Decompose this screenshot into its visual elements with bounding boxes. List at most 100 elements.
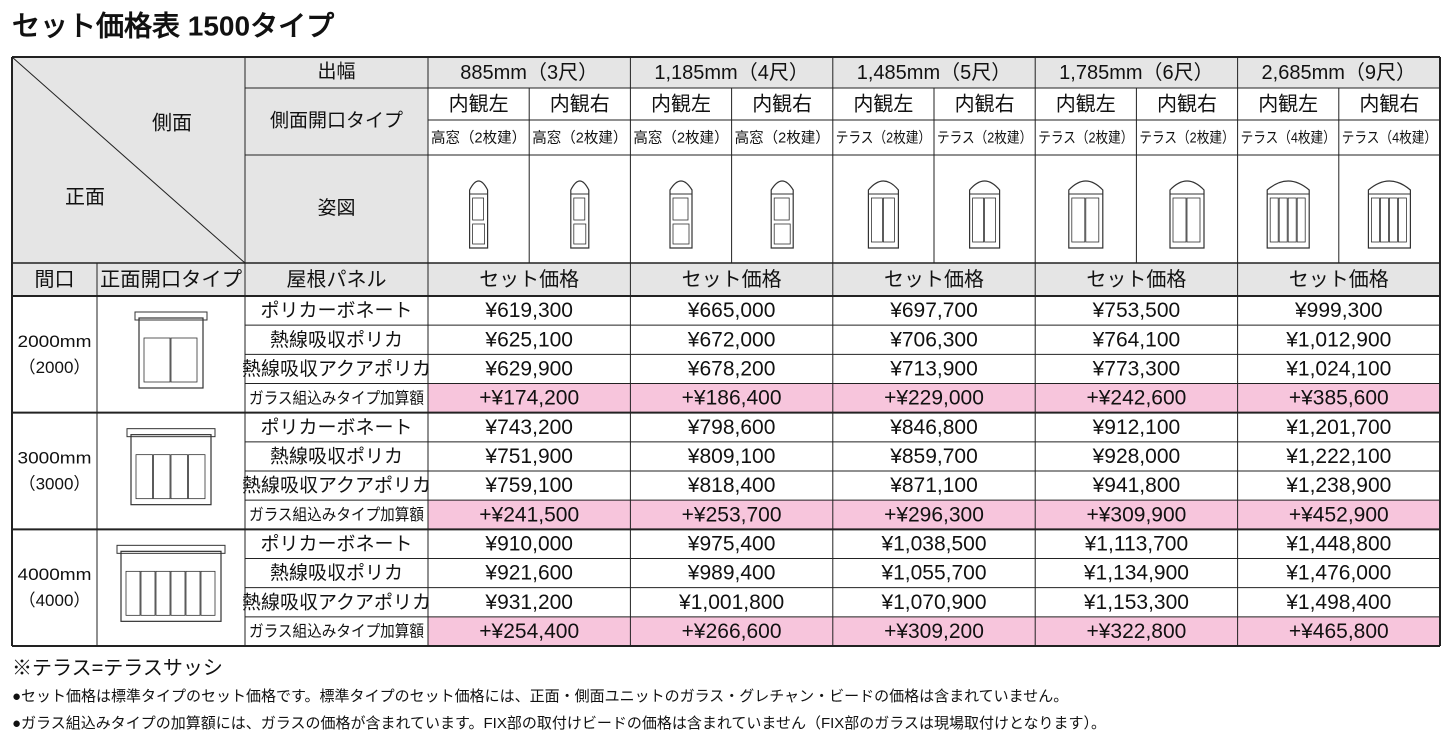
- price: ¥921,600: [484, 562, 573, 585]
- side-figure-pane: [871, 197, 883, 243]
- price-header: セット価格: [1289, 268, 1389, 291]
- side-name: 内観右: [752, 92, 812, 115]
- price-header: セット価格: [479, 268, 579, 291]
- side-figure: [1266, 180, 1310, 249]
- side-type: テラス（4枚建）: [1241, 129, 1336, 146]
- surcharge-row: [428, 383, 1440, 413]
- side-figure-pane: [1287, 197, 1297, 243]
- price: ¥764,100: [1092, 328, 1181, 351]
- side-name: 内観左: [853, 92, 913, 115]
- price: ¥1,038,500: [880, 532, 986, 555]
- price: ¥743,200: [484, 416, 573, 439]
- frontage: 4000mm: [18, 565, 92, 584]
- price: ¥928,000: [1092, 445, 1181, 468]
- front-figure-door: [140, 570, 156, 616]
- border-line: [11, 56, 246, 264]
- side-figure-pane: [1085, 197, 1100, 243]
- side-name: 内観右: [550, 92, 610, 115]
- front-figure-door: [135, 454, 153, 500]
- price: ¥975,400: [687, 532, 776, 555]
- roof-panel: 熱線吸収ポリカ: [270, 329, 403, 351]
- cell-text: 側面開口タイプ: [270, 110, 403, 132]
- price: +¥296,300: [884, 503, 984, 526]
- price: +¥266,600: [682, 620, 782, 643]
- side-figure: [570, 180, 590, 249]
- price: ¥706,300: [889, 328, 978, 351]
- width-header-cell: [428, 57, 1440, 88]
- price: ¥1,201,700: [1285, 416, 1391, 439]
- side-type: テラス（2枚建）: [1038, 129, 1133, 146]
- side-figure-pane: [1278, 197, 1288, 243]
- corner-front-label: 正面: [65, 186, 105, 208]
- side-figure-pane: [773, 197, 790, 221]
- width-label: 1,485mm（5尺）: [857, 61, 1012, 84]
- side-type: テラス（2枚建）: [937, 129, 1032, 146]
- side-figure-pane: [972, 197, 984, 243]
- side-figure-panel: [672, 223, 690, 245]
- roof-panel: ポリカーボネート: [260, 533, 412, 555]
- note: ●セット価格は標準タイプのセット価格です。標準タイプのセット価格には、正面・側面…: [12, 688, 1068, 705]
- price: +¥253,700: [682, 503, 782, 526]
- roof-panel: ガラス組込みタイプ加算額: [249, 505, 424, 524]
- price: ¥809,100: [687, 445, 776, 468]
- price: ¥619,300: [484, 299, 573, 322]
- cell-text: 屋根パネル: [287, 268, 387, 291]
- price: ¥759,100: [484, 474, 573, 497]
- price: +¥465,800: [1289, 620, 1389, 643]
- front-figure: [130, 434, 212, 506]
- price: ¥989,400: [687, 562, 776, 585]
- side-figure-pane: [883, 197, 895, 243]
- roof-panel: 熱線吸収ポリカ: [270, 445, 403, 467]
- roof-panel: ポリカーボネート: [260, 416, 412, 438]
- side-name: 内観左: [1056, 92, 1116, 115]
- price: ¥912,100: [1092, 416, 1181, 439]
- page-title: セット価格表 1500タイプ: [12, 10, 335, 41]
- front-figure-roof: [116, 544, 226, 554]
- front-figure-door: [170, 337, 198, 383]
- side-figure-pane: [1172, 197, 1187, 243]
- price: ¥1,153,300: [1083, 591, 1189, 614]
- price: ¥859,700: [889, 445, 978, 468]
- price: +¥186,400: [682, 387, 782, 410]
- side-figure: [770, 180, 794, 249]
- price: ¥1,012,900: [1285, 328, 1391, 351]
- width-label: 1,785mm（6尺）: [1059, 61, 1214, 84]
- cell-text: 姿図: [317, 197, 355, 219]
- price: ¥1,134,900: [1083, 562, 1189, 585]
- price: ¥672,000: [687, 328, 776, 351]
- price: ¥625,100: [484, 328, 573, 351]
- price: +¥322,800: [1086, 620, 1186, 643]
- side-figure-pane: [672, 197, 689, 221]
- side-figure: [1169, 180, 1205, 249]
- side-name: 内観右: [1359, 92, 1419, 115]
- frontage: 2000mm: [18, 332, 92, 351]
- side-type: 高窓（2枚建）: [633, 128, 728, 146]
- price: ¥753,500: [1092, 299, 1181, 322]
- roof-panel: 熱線吸収アクアポリカ: [242, 591, 431, 613]
- side-type: テラス（2枚建）: [1139, 129, 1234, 146]
- price: ¥665,000: [687, 299, 776, 322]
- front-figure-door: [188, 454, 206, 500]
- side-figure-pane: [1296, 197, 1306, 243]
- side-figure: [969, 180, 1001, 249]
- price: ¥1,024,100: [1285, 357, 1391, 380]
- side-figure-pane: [1071, 197, 1086, 243]
- side-figure: [469, 180, 489, 249]
- front-figure-door: [155, 570, 171, 616]
- side-type: 高窓（2枚建）: [431, 128, 526, 146]
- price: +¥174,200: [479, 387, 579, 410]
- price: ¥751,900: [484, 445, 573, 468]
- front-figure-roof: [134, 311, 208, 321]
- price: +¥254,400: [479, 620, 579, 643]
- price: ¥678,200: [687, 357, 776, 380]
- frontage-sub: （4000）: [19, 591, 91, 610]
- side-figure: [867, 180, 899, 249]
- price: ¥1,476,000: [1285, 562, 1391, 585]
- price: ¥910,000: [484, 532, 573, 555]
- width-label: 1,185mm（4尺）: [654, 61, 809, 84]
- header-label-cell: [245, 57, 428, 263]
- price: ¥846,800: [889, 416, 978, 439]
- side-type: 高窓（2枚建）: [532, 128, 627, 146]
- side-figure-pane: [1380, 197, 1389, 243]
